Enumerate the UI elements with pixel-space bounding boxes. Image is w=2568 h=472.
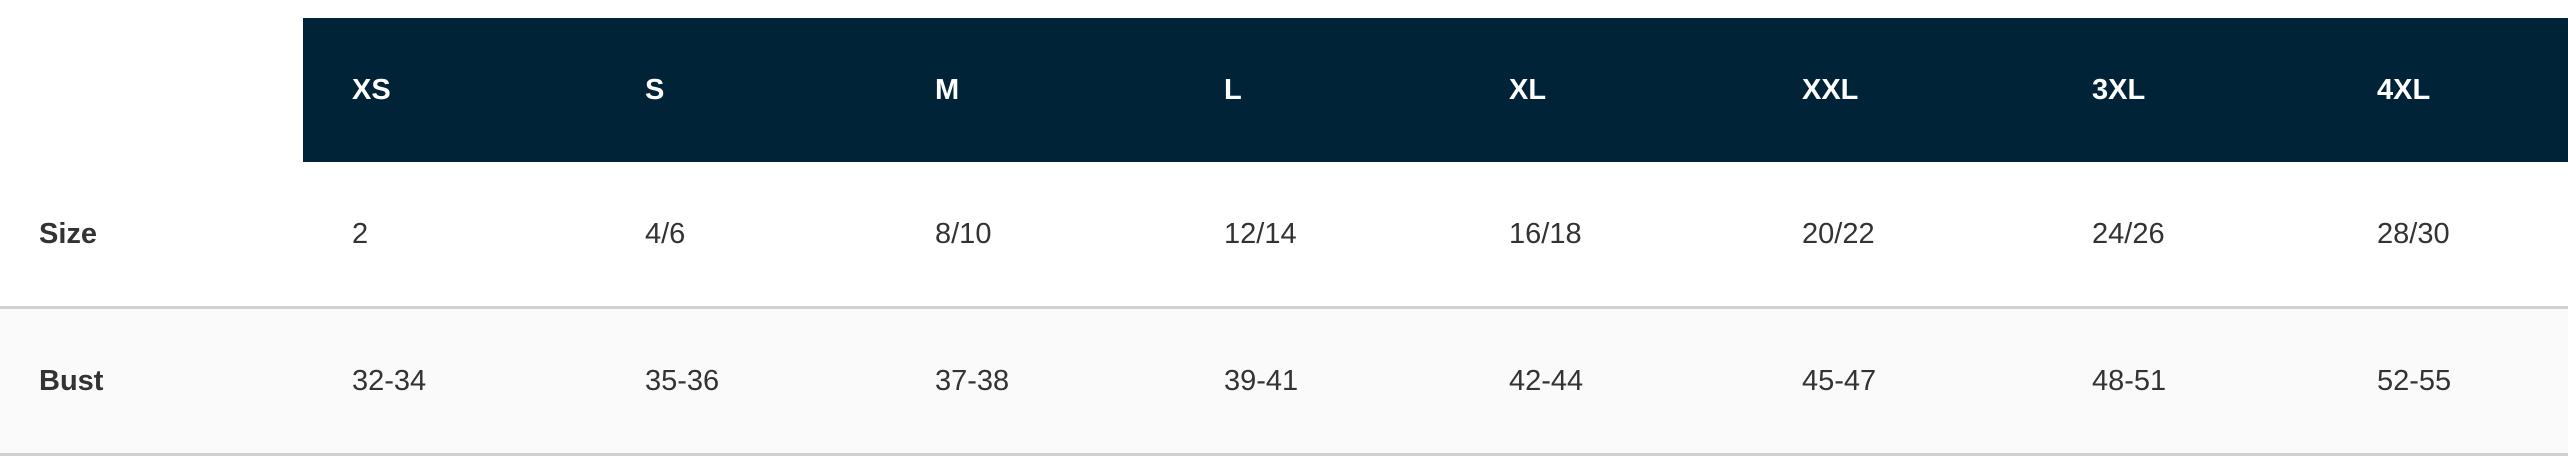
row-label: Size	[39, 218, 98, 250]
table-cell: 52-55	[2377, 365, 2452, 397]
table-cell: 32-34	[352, 365, 427, 397]
table-row-bust: Bust 32-34 35-36 37-38 39-41 42-44 45-47 48-51…	[0, 309, 2568, 456]
table-cell: 28/30	[2377, 218, 2450, 250]
table-cell: 37-38	[935, 365, 1010, 397]
table-cell: 4/6	[645, 218, 686, 250]
table-cell: 42-44	[1509, 365, 1584, 397]
column-header: XL	[1509, 74, 1547, 106]
table-cell: 39-41	[1224, 365, 1299, 397]
table-row-size: Size 2 4/6 8/10 12/14 16/18 20/22 24/26 28/30	[0, 162, 2568, 309]
column-header: S	[645, 74, 665, 106]
table-cell: 48-51	[2092, 365, 2167, 397]
table-cell: 12/14	[1224, 218, 1297, 250]
table-cell: 16/18	[1509, 218, 1582, 250]
table-cell: 45-47	[1802, 365, 1877, 397]
table-cell: 2	[352, 218, 369, 250]
column-header: L	[1224, 74, 1242, 106]
column-header: 3XL	[2092, 74, 2146, 106]
table-cell: 8/10	[935, 218, 992, 250]
table-cell: 24/26	[2092, 218, 2165, 250]
column-header: M	[935, 74, 960, 106]
row-label: Bust	[39, 365, 104, 397]
size-chart-header: XS S M L XL XXL 3XL 4XL	[303, 18, 2568, 162]
column-header: XS	[352, 74, 391, 106]
table-cell: 20/22	[1802, 218, 1875, 250]
column-header: 4XL	[2377, 74, 2431, 106]
column-header: XXL	[1802, 74, 1859, 106]
table-cell: 35-36	[645, 365, 720, 397]
